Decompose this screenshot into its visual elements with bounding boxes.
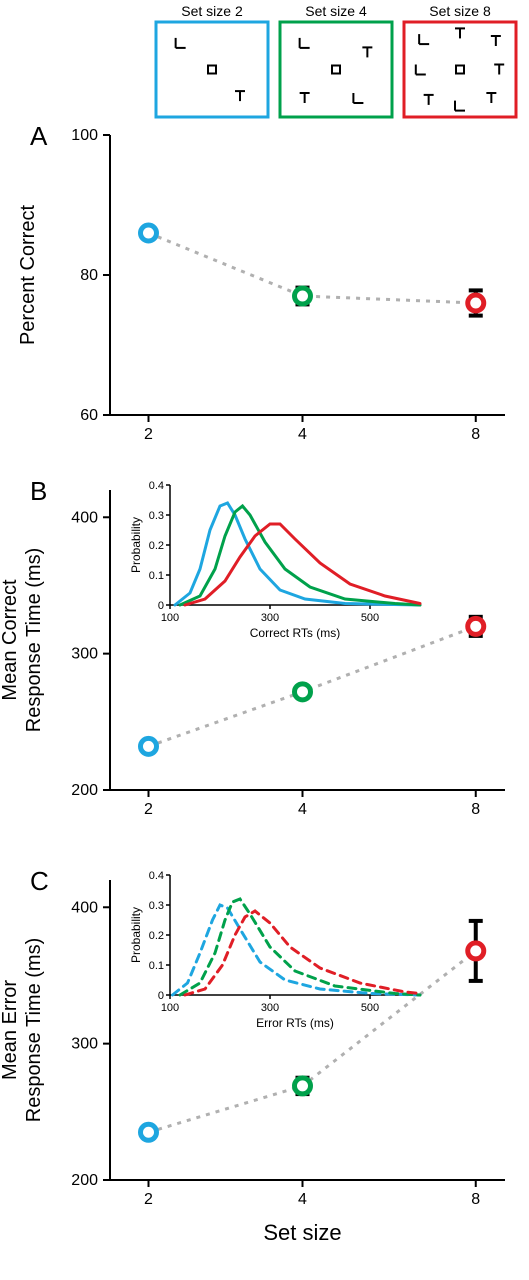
- ytick-label: 80: [80, 267, 98, 284]
- inset-ytick-label: 0.1: [149, 960, 164, 972]
- data-marker: [295, 684, 311, 700]
- panel-A: A 60 80 100 2 4 8 Percent Correct: [17, 121, 505, 443]
- y-axis-label: Mean Correct: [0, 579, 21, 701]
- ytick-label: 300: [71, 1036, 98, 1053]
- panel-B: B 200 300 400 2 4 8 Mean CorrectResponse Time (…: [0, 476, 505, 818]
- inset-xtick-label: 500: [361, 612, 379, 624]
- inset-curve: [180, 899, 420, 995]
- ytick-label: 60: [80, 407, 98, 424]
- setsize-box: [280, 22, 392, 117]
- x-axis-label: Set size: [263, 1220, 341, 1245]
- setsize-label: Set size 2: [181, 3, 243, 19]
- inset-ytick-label: 0.2: [149, 540, 164, 552]
- ytick-label: 400: [71, 509, 98, 526]
- xtick-label: 8: [471, 426, 480, 443]
- inset-curve: [175, 503, 420, 605]
- inset-xtick-label: 300: [261, 1002, 279, 1014]
- inset-ytick-label: 0.2: [149, 930, 164, 942]
- inset-ytick-label: 0: [158, 600, 164, 612]
- inset-xtick-label: 100: [161, 612, 179, 624]
- setsize-label: Set size 8: [429, 3, 491, 19]
- inset-ytick-label: 0.3: [149, 900, 164, 912]
- inset-xtick-label: 500: [361, 1002, 379, 1014]
- xtick-label: 8: [471, 1191, 480, 1208]
- inset-ylabel: Probability: [129, 517, 143, 573]
- data-marker: [468, 295, 484, 311]
- xtick-label: 4: [298, 801, 307, 818]
- panel-C: C 200 300 400 2 4 8 Mean ErrorResponse Time (ms…: [0, 866, 505, 1208]
- inset-curve: [185, 911, 420, 995]
- inset-ylabel: Probability: [129, 907, 143, 963]
- panel-letter: A: [30, 121, 48, 151]
- xtick-label: 2: [144, 801, 153, 818]
- ytick-label: 300: [71, 646, 98, 663]
- inset-ytick-label: 0.3: [149, 510, 164, 522]
- xtick-label: 2: [144, 426, 153, 443]
- ytick-label: 400: [71, 899, 98, 916]
- inset-xlabel: Correct RTs (ms): [250, 626, 340, 640]
- inset-xlabel: Error RTs (ms): [256, 1016, 334, 1030]
- inset-xtick-label: 100: [161, 1002, 179, 1014]
- inset-chart: 0 0.1 0.2 0.3 0.4 100 300 500 Error RTs (ms) Prob…: [129, 870, 420, 1030]
- data-marker: [295, 288, 311, 304]
- setsize-label: Set size 4: [305, 3, 367, 19]
- inset-ytick-label: 0.4: [149, 480, 164, 492]
- inset-ytick-label: 0: [158, 990, 164, 1002]
- data-marker: [468, 943, 484, 959]
- connector-line: [149, 626, 476, 746]
- data-marker: [295, 1078, 311, 1094]
- inset-curve: [185, 524, 420, 605]
- panel-letter: B: [30, 476, 47, 506]
- ytick-label: 200: [71, 1172, 98, 1189]
- y-axis-label: Response Time (ms): [23, 548, 45, 733]
- setsize-box: [156, 22, 268, 117]
- xtick-label: 8: [471, 801, 480, 818]
- data-marker: [468, 618, 484, 634]
- data-marker: [141, 1124, 157, 1140]
- inset-xtick-label: 300: [261, 612, 279, 624]
- ytick-label: 100: [71, 127, 98, 144]
- setsize-boxes: Set size 2 Set size 4 Set size 8: [156, 3, 516, 117]
- data-marker: [141, 225, 157, 241]
- xtick-label: 2: [144, 1191, 153, 1208]
- xtick-label: 4: [298, 1191, 307, 1208]
- y-axis-label: Response Time (ms): [23, 938, 45, 1123]
- ytick-label: 200: [71, 782, 98, 799]
- data-marker: [141, 738, 157, 754]
- xtick-label: 4: [298, 426, 307, 443]
- panel-letter: C: [30, 866, 49, 896]
- y-axis-label: Mean Error: [0, 980, 21, 1080]
- inset-ytick-label: 0.4: [149, 870, 164, 882]
- y-axis-label: Percent Correct: [17, 205, 39, 345]
- inset-chart: 0 0.1 0.2 0.3 0.4 100 300 500 Correct RTs (ms) Pr…: [129, 480, 420, 640]
- inset-ytick-label: 0.1: [149, 570, 164, 582]
